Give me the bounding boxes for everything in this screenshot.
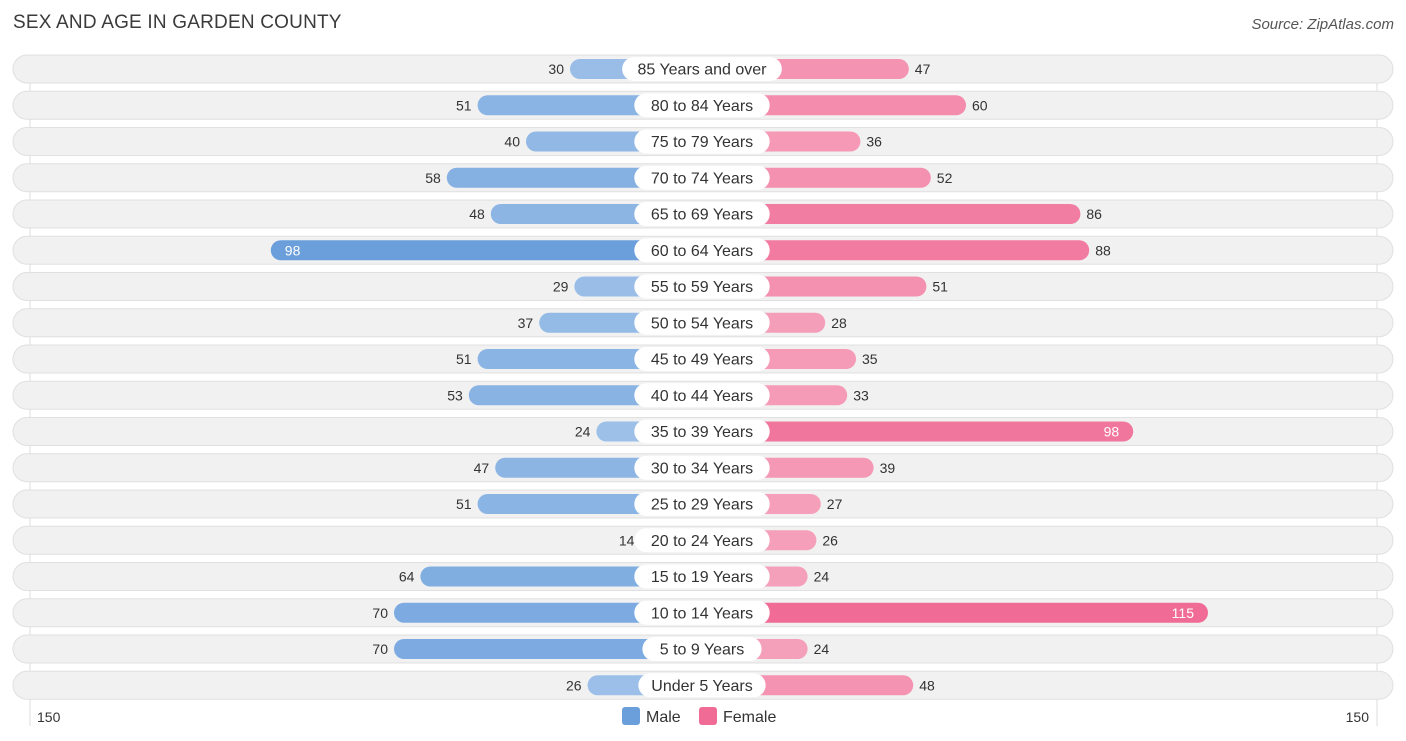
category-pill bbox=[642, 637, 762, 661]
category-pill bbox=[634, 455, 770, 480]
female-value-label: 27 bbox=[827, 496, 843, 512]
male-value-label: 51 bbox=[456, 97, 472, 113]
category-pill bbox=[634, 165, 770, 190]
category-pill bbox=[622, 57, 782, 81]
category-pill bbox=[634, 600, 770, 625]
category-label: 40 to 44 Years bbox=[651, 388, 753, 405]
category-label: 35 to 39 Years bbox=[651, 424, 753, 441]
male-value-label: 53 bbox=[447, 387, 463, 403]
category-label: 25 to 29 Years bbox=[651, 497, 753, 514]
female-value-label: 24 bbox=[814, 641, 830, 657]
category-pill bbox=[634, 310, 770, 335]
category-pill bbox=[634, 419, 770, 444]
category-label: 85 Years and over bbox=[638, 62, 768, 79]
category-label: 80 to 84 Years bbox=[651, 98, 753, 115]
male-value-label: 51 bbox=[456, 351, 472, 367]
male-value-label: 37 bbox=[518, 315, 534, 331]
male-value-label: 98 bbox=[285, 242, 301, 258]
legend-label-male: Male bbox=[646, 709, 681, 726]
category-label: 30 to 34 Years bbox=[651, 460, 753, 477]
female-bar bbox=[692, 602, 1208, 623]
female-value-label: 60 bbox=[972, 97, 988, 113]
female-value-label: 98 bbox=[1104, 424, 1120, 440]
male-value-label: 26 bbox=[566, 677, 582, 693]
female-bar bbox=[692, 240, 1090, 261]
male-bar bbox=[270, 240, 712, 261]
female-value-label: 86 bbox=[1086, 206, 1102, 222]
male-value-label: 24 bbox=[575, 424, 591, 440]
female-bar bbox=[692, 204, 1081, 224]
male-value-label: 30 bbox=[548, 61, 564, 77]
category-label: 60 to 64 Years bbox=[651, 243, 753, 260]
category-pill bbox=[634, 492, 770, 516]
chart-title: SEX AND AGE IN GARDEN COUNTY bbox=[13, 12, 342, 33]
female-value-label: 52 bbox=[937, 170, 953, 186]
female-value-label: 88 bbox=[1095, 242, 1111, 258]
category-pill bbox=[634, 347, 770, 371]
category-pill bbox=[634, 238, 770, 263]
category-pill bbox=[634, 528, 770, 553]
male-value-label: 51 bbox=[456, 496, 472, 512]
legend-swatch-male bbox=[622, 707, 640, 725]
female-value-label: 48 bbox=[919, 677, 935, 693]
category-label: Under 5 Years bbox=[651, 678, 752, 695]
male-value-label: 70 bbox=[372, 605, 388, 621]
female-value-label: 36 bbox=[866, 134, 882, 150]
male-value-label: 47 bbox=[474, 460, 490, 476]
category-label: 10 to 14 Years bbox=[651, 605, 753, 622]
female-bar bbox=[692, 421, 1134, 442]
axis-label-right: 150 bbox=[1346, 709, 1370, 725]
category-pill bbox=[634, 129, 770, 154]
category-pill bbox=[634, 93, 770, 118]
female-value-label: 33 bbox=[853, 387, 869, 403]
category-label: 45 to 49 Years bbox=[651, 352, 753, 369]
legend-label-female: Female bbox=[723, 709, 776, 726]
male-bar bbox=[394, 639, 712, 659]
axis-label-left: 150 bbox=[37, 709, 61, 725]
female-value-label: 115 bbox=[1172, 605, 1195, 621]
legend-swatch-female bbox=[699, 707, 717, 725]
male-value-label: 29 bbox=[553, 279, 569, 295]
category-pill bbox=[634, 202, 770, 226]
category-label: 75 to 79 Years bbox=[651, 134, 753, 151]
male-bar bbox=[394, 602, 712, 623]
male-value-label: 64 bbox=[399, 569, 415, 585]
female-value-label: 51 bbox=[932, 279, 948, 295]
male-value-label: 14 bbox=[619, 532, 635, 548]
category-label: 50 to 54 Years bbox=[651, 315, 753, 332]
female-value-label: 47 bbox=[915, 61, 931, 77]
category-label: 5 to 9 Years bbox=[660, 642, 745, 659]
male-value-label: 40 bbox=[504, 134, 520, 150]
category-label: 65 to 69 Years bbox=[651, 207, 753, 224]
category-pill bbox=[634, 274, 770, 299]
category-label: 55 to 59 Years bbox=[651, 279, 753, 296]
category-label: 70 to 74 Years bbox=[651, 170, 753, 187]
category-pill bbox=[638, 673, 766, 698]
category-pill bbox=[634, 383, 770, 408]
male-value-label: 70 bbox=[372, 641, 388, 657]
category-pill bbox=[634, 564, 770, 589]
male-value-label: 58 bbox=[425, 170, 441, 186]
male-value-label: 48 bbox=[469, 206, 485, 222]
chart-source: Source: ZipAtlas.com bbox=[1251, 16, 1394, 33]
female-value-label: 24 bbox=[814, 569, 830, 585]
category-label: 20 to 24 Years bbox=[651, 533, 753, 550]
female-value-label: 35 bbox=[862, 351, 878, 367]
female-value-label: 28 bbox=[831, 315, 847, 331]
female-value-label: 26 bbox=[822, 532, 838, 548]
category-label: 15 to 19 Years bbox=[651, 569, 753, 586]
female-value-label: 39 bbox=[880, 460, 896, 476]
